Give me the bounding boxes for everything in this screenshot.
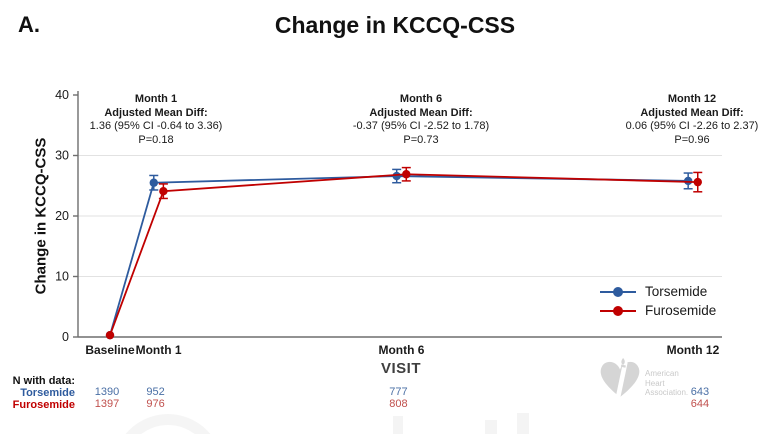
legend-item-torsemide: Torsemide bbox=[600, 282, 716, 301]
furosemide-line-marker-icon bbox=[600, 305, 636, 316]
annotation-pvalue: P=0.73 bbox=[403, 133, 439, 146]
n-value: 808 bbox=[389, 398, 408, 410]
annotation-month12: Month 12 Adjusted Mean Diff: 0.06 (95% C… bbox=[626, 93, 759, 147]
annotation-heading: Month 12 bbox=[667, 93, 717, 105]
n-value: 952 bbox=[146, 386, 165, 398]
data-point-furosemide bbox=[105, 330, 115, 340]
legend: Torsemide Furosemide bbox=[600, 282, 716, 320]
aha-text-line: American bbox=[645, 369, 679, 378]
legend-item-furosemide: Furosemide bbox=[600, 301, 716, 320]
annotation-ci: 1.36 (95% CI -0.64 to 3.36) bbox=[89, 120, 223, 132]
american-heart-association-logo-icon bbox=[600, 358, 640, 400]
data-point-torsemide bbox=[392, 171, 401, 181]
data-point-torsemide bbox=[149, 178, 158, 187]
n-value: 644 bbox=[690, 398, 710, 410]
series-line-furosemide bbox=[109, 173, 698, 336]
panel-label: A. bbox=[18, 12, 40, 37]
legend-label: Furosemide bbox=[645, 303, 717, 318]
data-point-furosemide bbox=[402, 170, 411, 179]
ghost-watermark-shape bbox=[517, 413, 529, 434]
y-tick-label: 20 bbox=[55, 209, 69, 223]
aha-text-line: Heart bbox=[645, 378, 665, 388]
x-tick-label: Baseline bbox=[85, 343, 135, 357]
data-point-torsemide bbox=[683, 176, 693, 186]
annotation-heading: Month 6 bbox=[399, 93, 443, 105]
chart-title: Change in KCCQ-CSS bbox=[274, 12, 516, 38]
x-tick-label: Month 12 bbox=[667, 343, 720, 357]
annotation-pvalue: P=0.96 bbox=[674, 133, 710, 146]
n-value: 976 bbox=[146, 398, 165, 410]
annotation-ci: 0.06 (95% CI -2.26 to 2.37) bbox=[625, 120, 759, 132]
annotation-subheading: Adjusted Mean Diff: bbox=[640, 106, 744, 119]
y-axis-title: Change in KCCQ-CSS bbox=[32, 137, 50, 295]
n-with-data-header: N with data: bbox=[12, 375, 75, 387]
y-tick-label: 10 bbox=[55, 270, 69, 284]
aha-watermark: American Heart Association. bbox=[597, 356, 757, 406]
legend-label: Torsemide bbox=[645, 284, 708, 299]
n-value: 1397 bbox=[94, 398, 120, 410]
annotation-ci: -0.37 (95% CI -2.52 to 1.78) bbox=[352, 120, 490, 132]
annotation-month1: Month 1 Adjusted Mean Diff: 1.36 (95% CI… bbox=[90, 93, 223, 147]
data-point-furosemide bbox=[159, 186, 168, 196]
n-row-label-furosemide: Furosemide bbox=[12, 399, 75, 411]
n-value: 777 bbox=[389, 386, 408, 398]
annotation-heading: Month 1 bbox=[134, 93, 178, 105]
aha-text-line: Association. bbox=[645, 388, 689, 397]
annotation-subheading: Adjusted Mean Diff: bbox=[104, 106, 208, 119]
y-tick-label: 30 bbox=[55, 149, 69, 163]
annotation-pvalue: P=0.18 bbox=[138, 133, 174, 146]
aha-watermark-text: American Heart Association. bbox=[645, 369, 688, 398]
y-tick-label: 40 bbox=[55, 88, 69, 102]
ghost-watermark-shape bbox=[393, 416, 403, 434]
n-value: 1390 bbox=[94, 386, 120, 398]
torsemide-line-marker-icon bbox=[600, 286, 636, 297]
x-axis-title: VISIT bbox=[380, 360, 422, 377]
n-value: 643 bbox=[690, 386, 710, 398]
annotation-month6: Month 6 Adjusted Mean Diff: -0.37 (95% C… bbox=[353, 93, 489, 147]
x-tick-label: Month 6 bbox=[378, 343, 424, 357]
x-tick-label: Month 1 bbox=[136, 343, 182, 357]
y-tick-label: 0 bbox=[62, 330, 69, 344]
data-point-furosemide bbox=[693, 177, 702, 187]
n-row-label-torsemide: Torsemide bbox=[20, 387, 75, 399]
annotation-subheading: Adjusted Mean Diff: bbox=[369, 106, 473, 119]
ghost-watermark-shape bbox=[485, 420, 497, 434]
